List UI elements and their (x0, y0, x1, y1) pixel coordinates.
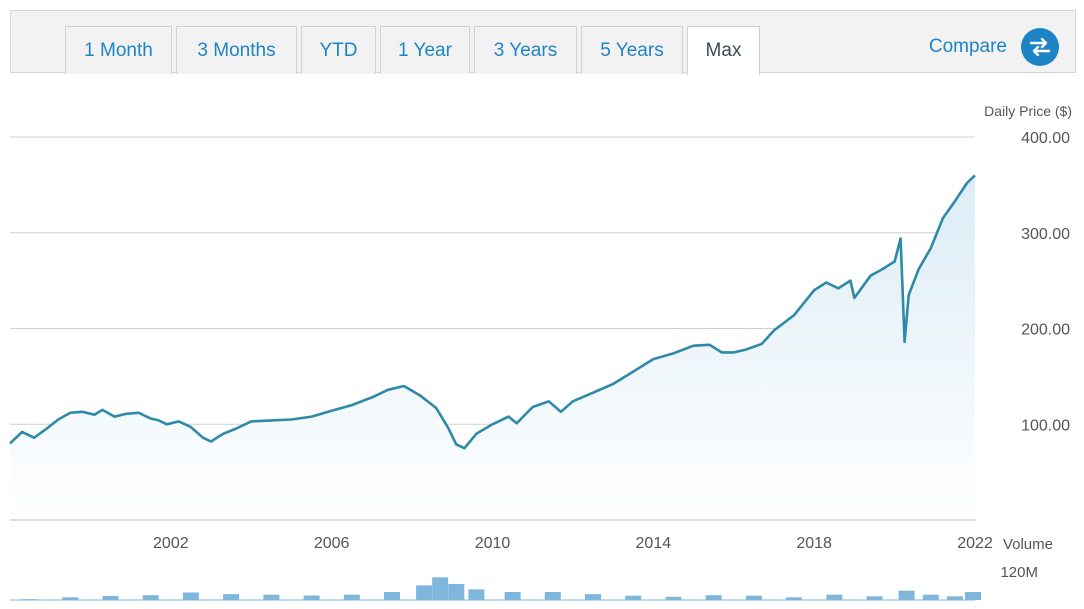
volume-bar (343, 594, 360, 600)
y-tick-label: 200.00 (1021, 322, 1070, 339)
volume-bar (384, 592, 400, 600)
volume-bar (448, 584, 465, 600)
volume-bar (468, 589, 485, 600)
tab-ytd[interactable]: YTD (301, 26, 376, 74)
volume-bar (62, 597, 79, 600)
x-tick-label: 2014 (636, 535, 672, 552)
volume-bar (705, 595, 722, 600)
tab-1-year[interactable]: 1 Year (380, 26, 470, 74)
y-tick-label: 100.00 (1021, 417, 1070, 434)
x-tick-label: 2002 (153, 535, 189, 552)
x-tick-label: 2018 (796, 535, 832, 552)
price-line (9, 174, 976, 450)
volume-tick-label: 120M (1000, 564, 1038, 581)
tab-1-month[interactable]: 1 Month (65, 26, 172, 74)
volume-bar (665, 596, 682, 600)
volume-bar (922, 594, 939, 600)
volume-bar (625, 595, 642, 600)
volume-bar (303, 595, 320, 600)
volume-bar (142, 595, 159, 600)
x-tick-label: 2022 (957, 535, 993, 552)
price-area (10, 175, 975, 521)
x-tick-label: 2010 (475, 535, 511, 552)
y-axis-title: Daily Price ($) (984, 103, 1072, 119)
volume-bar (826, 594, 843, 600)
x-tick-label: 2006 (314, 535, 350, 552)
volume-bar (416, 585, 433, 600)
tab-3-years[interactable]: 3 Years (474, 26, 577, 74)
volume-bar (432, 577, 449, 600)
volume-bar (263, 594, 280, 600)
tab-5-years[interactable]: 5 Years (581, 26, 683, 74)
y-tick-label: 300.00 (1021, 226, 1070, 243)
volume-bar (102, 596, 119, 600)
volume-bar (585, 594, 601, 600)
volume-label: Volume (1003, 536, 1053, 553)
volume-bar (786, 597, 803, 600)
volume-bar (898, 590, 915, 600)
y-tick-label: 400.00 (1021, 130, 1070, 147)
volume-bar (223, 594, 240, 600)
volume-bar (745, 595, 762, 600)
volume-bar (504, 592, 521, 600)
volume-bar (946, 596, 963, 600)
range-tab-bar: 1 Month 3 Months YTD 1 Year 3 Years 5 Ye… (10, 10, 1076, 75)
volume-bar (866, 596, 883, 600)
swap-arrows-icon (1021, 28, 1059, 66)
tab-max[interactable]: Max (687, 26, 760, 75)
volume-bar (182, 592, 199, 600)
volume-bar (965, 592, 981, 600)
compare-button[interactable]: Compare (929, 28, 1059, 66)
compare-label: Compare (928, 36, 1007, 57)
volume-bar (544, 592, 561, 600)
tab-3-months[interactable]: 3 Months (176, 26, 297, 74)
